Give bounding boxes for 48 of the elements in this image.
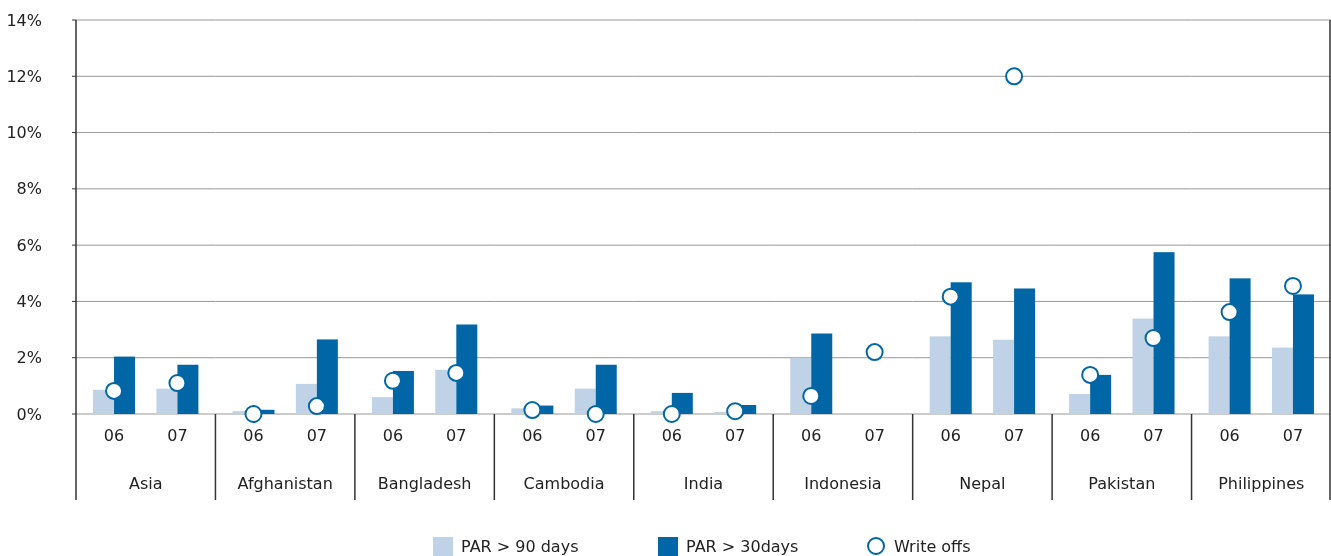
x-tick-label: 06	[243, 426, 264, 445]
y-tick-label: 10%	[6, 123, 42, 143]
y-tick-label: 14%	[6, 10, 42, 30]
x-axis-title: Philippines	[1218, 474, 1305, 493]
x-axis-title: Afghanistan	[237, 474, 333, 493]
legend-label: PAR > 30days	[686, 536, 799, 556]
bar	[435, 369, 457, 414]
y-tick-label: 4%	[16, 292, 42, 312]
x-tick-label: 07	[585, 426, 606, 445]
x-axis-title: Pakistan	[1088, 474, 1156, 493]
bar	[993, 339, 1015, 414]
bar	[929, 336, 951, 414]
bar	[371, 397, 393, 414]
x-axis-title: Indonesia	[804, 474, 882, 493]
x-tick-label: 06	[661, 426, 682, 445]
x-tick-label: 07	[1143, 426, 1164, 445]
x-tick-label: 07	[725, 426, 746, 445]
bar	[1271, 347, 1293, 414]
y-tick-label: 2%	[16, 348, 42, 368]
y-tick-label: 6%	[16, 235, 42, 255]
x-tick-label: 06	[1079, 426, 1101, 445]
bar	[1014, 288, 1036, 414]
bar	[1132, 318, 1154, 414]
legend-label: PAR > 90 days	[461, 536, 579, 556]
x-tick-label: 06	[522, 426, 543, 445]
x-axis-title: Cambodia	[523, 474, 605, 493]
x-tick-label: 06	[382, 426, 404, 445]
x-tick-label: 06	[801, 426, 822, 445]
y-tick-label: 0%	[16, 404, 42, 424]
y-tick-label: 8%	[16, 179, 42, 199]
x-axis-title: Asia	[128, 474, 163, 493]
x-axis-title: India	[683, 474, 724, 493]
x-tick-label: 07	[167, 426, 188, 445]
x-tick-label: 06	[103, 426, 125, 445]
x-tick-label: 07	[1282, 426, 1304, 445]
y-tick-label: 12%	[6, 66, 42, 86]
legend-label: Write offs	[894, 536, 971, 556]
x-tick-label: 07	[446, 426, 467, 445]
x-tick-label: 07	[1003, 426, 1025, 445]
bar	[156, 388, 178, 414]
x-axis-title: Bangladesh	[377, 474, 472, 493]
x-tick-label: 07	[306, 426, 328, 445]
bar	[1208, 336, 1230, 414]
x-axis-title: Nepal	[959, 474, 1006, 493]
x-tick-label: 06	[1219, 426, 1240, 445]
x-tick-label: 07	[864, 426, 885, 445]
bar	[1069, 394, 1091, 414]
x-tick-label: 06	[940, 426, 961, 445]
